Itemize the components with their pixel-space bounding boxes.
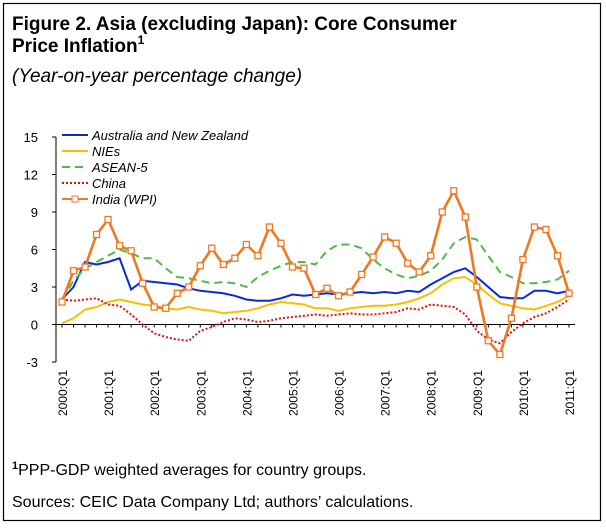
point-marker (450, 187, 458, 195)
x-tick-label: 2008:Q1 (425, 370, 439, 416)
x-tick-label: 2005:Q1 (286, 370, 300, 416)
y-tick-label: 15 (24, 130, 38, 145)
footnote-marker: 1 (12, 460, 18, 472)
series-line (61, 235, 570, 301)
point-marker (115, 242, 124, 250)
point-marker (300, 264, 308, 272)
point-marker (496, 350, 504, 359)
x-tick-label: 2009:Q1 (471, 370, 485, 416)
y-tick-label: -3 (26, 355, 38, 370)
point-marker (404, 259, 412, 267)
x-tick-label: 2010:Q1 (517, 370, 531, 416)
point-marker (58, 298, 66, 306)
point-marker (484, 337, 492, 345)
point-marker (323, 284, 331, 292)
point-marker (208, 244, 216, 252)
legend-label: NIEs (92, 144, 121, 159)
point-marker (139, 279, 147, 287)
chart-title: Figure 2. Asia (excluding Japan): Core C… (12, 14, 457, 57)
x-tick-label: 2000:Q1 (56, 370, 70, 416)
legend-label: China (92, 176, 126, 191)
title-note: 1 (138, 33, 145, 47)
legend-label: ASEAN-5 (91, 160, 148, 175)
point-marker (346, 288, 354, 296)
point-marker (185, 283, 193, 291)
point-marker (311, 290, 320, 299)
point-marker (231, 254, 239, 262)
point-marker (415, 268, 423, 276)
series-line (61, 275, 570, 325)
point-marker (150, 303, 158, 311)
point-marker (507, 314, 516, 322)
point-marker (530, 223, 539, 231)
title-line: Figure 2. Asia (excluding Japan): Core C… (12, 14, 457, 35)
point-marker (162, 304, 170, 312)
legend-label: India (WPI) (92, 192, 157, 207)
y-tick-label: 0 (31, 318, 38, 333)
point-marker (196, 262, 204, 270)
point-marker (461, 213, 469, 221)
point-marker (565, 289, 573, 297)
y-tick-label: 3 (31, 280, 38, 295)
point-marker (519, 255, 527, 264)
footnote: 1PPP-GDP weighted averages for country g… (12, 460, 366, 479)
point-marker (392, 239, 400, 247)
point-marker (81, 263, 89, 271)
source: Sources: CEIC Data Company Ltd; authors’… (12, 494, 413, 511)
point-marker (473, 283, 481, 291)
point-marker (357, 270, 366, 279)
point-marker (380, 233, 389, 241)
legend-marker (71, 195, 79, 203)
point-marker (334, 292, 343, 300)
footnote-text: PPP-GDP weighted averages for country gr… (18, 462, 366, 479)
point-marker (542, 225, 550, 234)
point-marker (242, 240, 251, 249)
x-tick-label: 2001:Q1 (102, 370, 116, 416)
x-tick-label: 2007:Q1 (379, 370, 393, 416)
point-marker (438, 208, 446, 216)
x-tick-label: 2006:Q1 (333, 370, 347, 416)
subtitle: (Year-on-year percentage change) (12, 66, 302, 87)
x-tick-label: 2011:Q1 (563, 370, 577, 415)
point-marker (369, 253, 377, 261)
point-marker (254, 252, 262, 260)
point-marker (69, 267, 78, 275)
point-marker (219, 260, 227, 269)
x-tick-label: 2002:Q1 (148, 370, 162, 416)
point-marker (427, 252, 435, 260)
point-marker (127, 247, 135, 255)
point-marker (104, 215, 112, 224)
legend-label: Australia and New Zealand (91, 128, 249, 143)
x-tick-label: 2004:Q1 (240, 370, 254, 416)
point-marker (277, 239, 285, 247)
series-line (61, 297, 570, 345)
y-tick-label: 6 (31, 243, 38, 258)
point-marker (553, 252, 562, 260)
point-marker (92, 230, 101, 239)
point-marker (288, 263, 297, 271)
point-marker (173, 289, 181, 297)
x-tick-label: 2003:Q1 (194, 370, 208, 416)
point-marker (265, 223, 274, 231)
y-tick-label: 12 (24, 168, 38, 183)
title-line: Price Inflation (12, 36, 138, 57)
y-tick-label: 9 (31, 205, 38, 220)
